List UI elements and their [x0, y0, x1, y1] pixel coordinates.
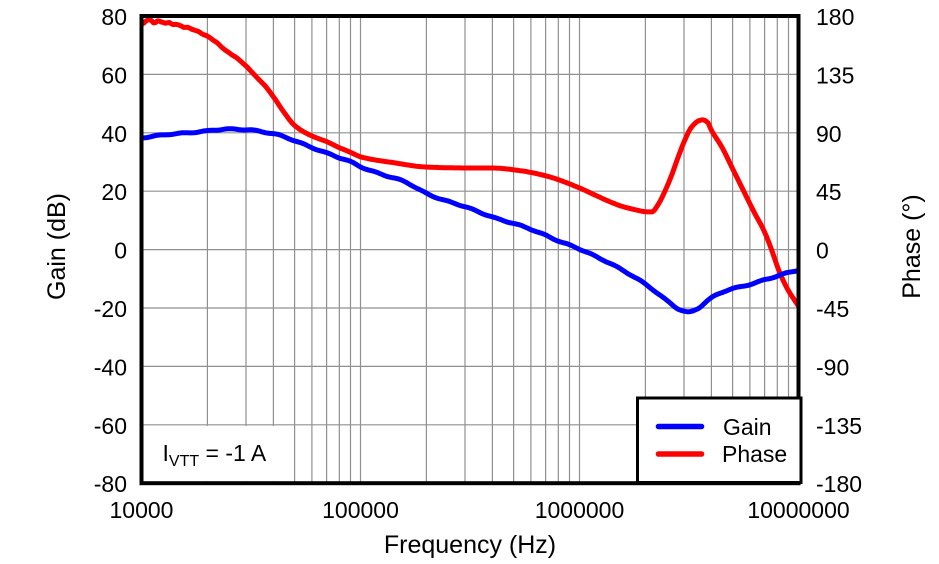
svg-text:1000000: 1000000 [535, 497, 625, 523]
svg-text:-40: -40 [94, 354, 127, 380]
svg-text:90: 90 [816, 121, 842, 147]
svg-text:Gain: Gain [723, 414, 772, 440]
svg-text:60: 60 [101, 62, 127, 88]
svg-text:20: 20 [101, 179, 127, 205]
svg-text:-80: -80 [94, 471, 127, 497]
svg-text:-60: -60 [94, 413, 127, 439]
svg-text:-90: -90 [816, 354, 849, 380]
svg-text:-135: -135 [816, 413, 862, 439]
svg-text:Phase: Phase [722, 441, 787, 467]
svg-text:0: 0 [114, 238, 127, 264]
svg-text:180: 180 [816, 4, 854, 30]
svg-text:40: 40 [101, 121, 127, 147]
svg-text:80: 80 [101, 4, 127, 30]
svg-text:45: 45 [816, 179, 842, 205]
svg-text:0: 0 [816, 238, 829, 264]
svg-text:10000: 10000 [110, 497, 174, 523]
svg-text:10000000: 10000000 [747, 497, 849, 523]
svg-text:-20: -20 [94, 296, 127, 322]
svg-text:100000: 100000 [322, 497, 399, 523]
svg-text:135: 135 [816, 62, 854, 88]
svg-text:-45: -45 [816, 296, 849, 322]
svg-text:-180: -180 [816, 471, 862, 497]
svg-text:Frequency (Hz): Frequency (Hz) [384, 531, 556, 559]
svg-text:Gain (dB): Gain (dB) [43, 193, 71, 300]
svg-text:Phase (°): Phase (°) [898, 194, 926, 298]
